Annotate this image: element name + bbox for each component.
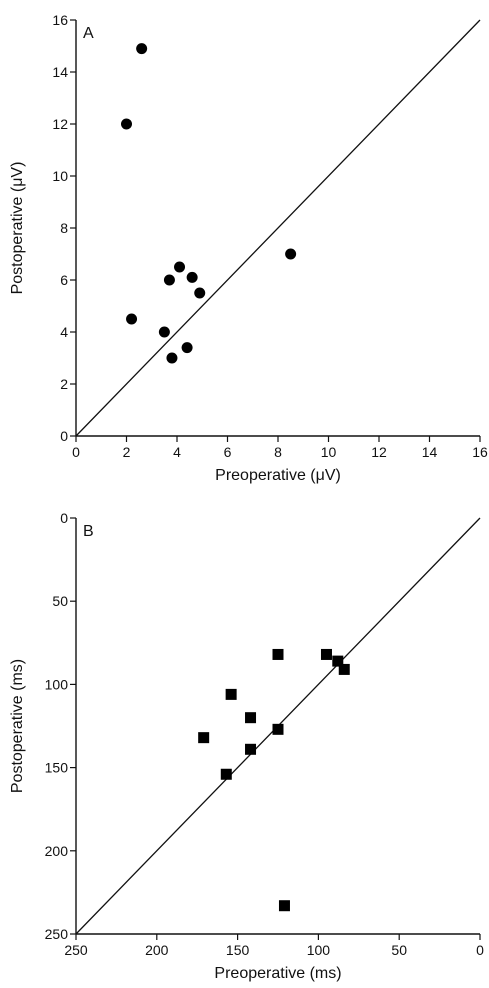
x-tick-label: 0 bbox=[476, 942, 484, 958]
y-tick-label: 200 bbox=[45, 843, 69, 859]
x-tick-label: 8 bbox=[274, 444, 282, 460]
data-point-circle bbox=[285, 248, 297, 260]
x-tick-label: 150 bbox=[226, 942, 250, 958]
data-point-circle bbox=[174, 261, 186, 273]
y-tick-label: 0 bbox=[60, 428, 68, 444]
y-tick-label: 12 bbox=[52, 116, 68, 132]
x-tick-label: 16 bbox=[472, 444, 488, 460]
x-tick-label: 4 bbox=[173, 444, 181, 460]
data-point-square bbox=[225, 688, 237, 700]
data-point-circle bbox=[194, 287, 206, 299]
x-tick-label: 6 bbox=[224, 444, 232, 460]
x-tick-label: 0 bbox=[72, 444, 80, 460]
y-tick-label: 16 bbox=[52, 12, 68, 28]
x-tick-label: 10 bbox=[321, 444, 337, 460]
y-tick-label: 150 bbox=[45, 760, 69, 776]
data-point-circle bbox=[126, 313, 138, 325]
panel-a-scatter: 0 2 4 6 8 10 12 14 16 0 2 4 6 8 10 12 14 16 A Preoperative … bbox=[9, 12, 488, 484]
x-tick-label: 2 bbox=[123, 444, 131, 460]
y-tick-label: 8 bbox=[60, 220, 68, 236]
x-tick-label: 100 bbox=[307, 942, 331, 958]
y-tick-label: 100 bbox=[45, 676, 69, 692]
data-point-circle bbox=[121, 118, 132, 130]
data-point-square bbox=[272, 723, 284, 735]
data-point-square bbox=[245, 712, 257, 724]
data-point-square bbox=[320, 648, 332, 660]
x-tick-label: 14 bbox=[422, 444, 438, 460]
y-axis-title: Postoperative (ms) bbox=[9, 659, 26, 793]
data-point-circle bbox=[166, 352, 178, 364]
x-tick-label: 12 bbox=[371, 444, 387, 460]
data-point-square bbox=[220, 768, 232, 780]
panel-label: A bbox=[83, 25, 94, 42]
data-point-circle bbox=[181, 342, 193, 354]
data-point-square bbox=[278, 900, 290, 912]
data-point-square bbox=[198, 732, 210, 744]
identity-reference-line bbox=[75, 19, 481, 437]
y-axis-title: Postoperative (μV) bbox=[9, 162, 26, 295]
data-point-square bbox=[338, 663, 350, 675]
y-tick-label: 14 bbox=[52, 64, 68, 80]
x-axis-title: Preoperative (μV) bbox=[215, 467, 341, 484]
y-tick-label: 250 bbox=[45, 926, 69, 942]
y-tick-label: 50 bbox=[52, 593, 68, 609]
y-tick-label: 10 bbox=[52, 168, 68, 184]
x-tick-label: 200 bbox=[145, 942, 169, 958]
data-point-circle bbox=[186, 271, 198, 283]
y-tick-label: 0 bbox=[60, 510, 68, 526]
y-tick-label: 4 bbox=[60, 324, 68, 340]
panel-label: B bbox=[83, 523, 94, 540]
data-point-circle bbox=[163, 274, 175, 286]
data-point-circle bbox=[136, 43, 148, 55]
x-tick-label: 250 bbox=[64, 942, 88, 958]
y-tick-label: 6 bbox=[60, 272, 68, 288]
data-point-square bbox=[332, 655, 344, 667]
x-axis-title: Preoperative (ms) bbox=[214, 965, 341, 982]
x-tick-label: 50 bbox=[391, 942, 407, 958]
data-point-square bbox=[245, 743, 257, 755]
data-point-circle bbox=[158, 326, 170, 338]
data-point-square bbox=[272, 648, 284, 660]
y-tick-label: 2 bbox=[60, 376, 68, 392]
